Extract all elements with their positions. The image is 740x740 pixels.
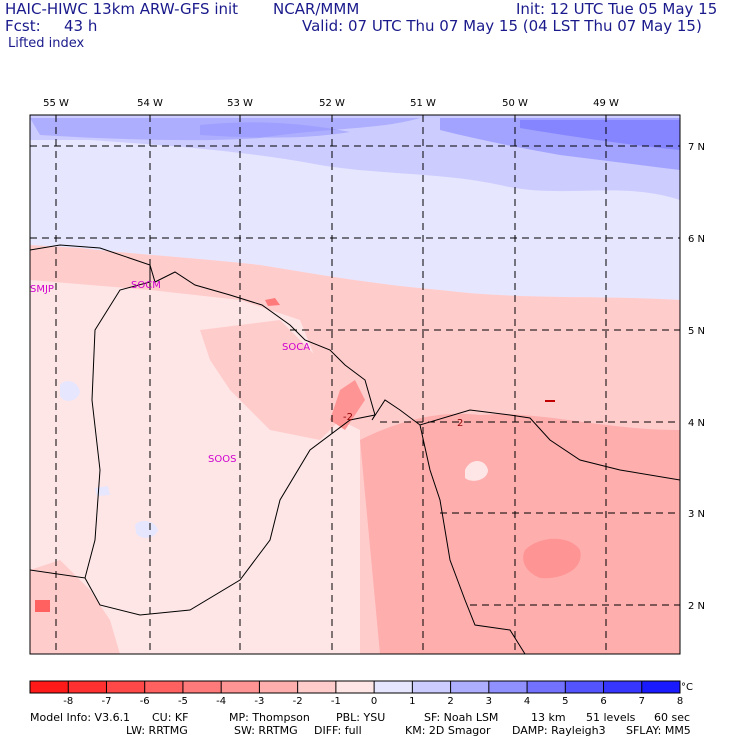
footer-dt: 60 sec	[654, 711, 691, 724]
colorbar-swatch	[565, 681, 605, 693]
colorbar-tick-label: -2	[293, 696, 303, 707]
footer-res: 13 km	[531, 711, 566, 724]
fcst-label: Fcst:	[5, 17, 41, 35]
colorbar-tick-label: -1	[331, 696, 341, 707]
footer-diff: DIFF: full	[314, 724, 362, 737]
map-frame	[29, 114, 681, 655]
colorbar-tick-label: -6	[140, 696, 150, 707]
footer-pbl: PBL: YSU	[336, 711, 386, 724]
colorbar-swatch	[488, 681, 528, 693]
colorbar-tick-label: 3	[486, 696, 492, 707]
colorbar-swatch	[259, 681, 299, 693]
colorbar-tick-label: -7	[101, 696, 111, 707]
lat-label: 6 N	[688, 234, 705, 245]
lon-label: 52 W	[319, 98, 345, 109]
colorbar-tick-label: -5	[178, 696, 188, 707]
contour-label: -2	[343, 412, 353, 423]
colorbar-tick-label: 2	[447, 696, 453, 707]
footer-lw: LW: RRTMG	[126, 724, 188, 737]
footer-cu: CU: KF	[152, 711, 189, 724]
init-time: Init: 12 UTC Tue 05 May 15	[516, 0, 718, 18]
station-label: SMJP	[30, 284, 54, 295]
coastline	[30, 244, 680, 654]
footer-sflay: SFLAY: MM5	[626, 724, 691, 737]
colorbar: -8 -7 -6 -5 -4 -3 -2 -1 0 1 2 3 4 5 6 7 8 °C	[29, 680, 693, 707]
valid-time: Valid: 07 UTC Thu 07 May 15 (04 LST Thu …	[302, 17, 702, 35]
lat-label: 3 N	[688, 509, 705, 520]
lon-label: 51 W	[410, 98, 436, 109]
colorbar-tick-label: 6	[600, 696, 606, 707]
colorbar-swatch	[374, 681, 413, 693]
field-name: Lifted index	[8, 36, 85, 51]
colorbar-swatch	[30, 681, 69, 693]
footer-levels: 51 levels	[586, 711, 636, 724]
footer-sw: SW: RRTMG	[234, 724, 298, 737]
colorbar-swatch	[221, 681, 260, 693]
colorbar-swatch	[335, 681, 375, 693]
colorbar-tick-label: 5	[562, 696, 568, 707]
colorbar-swatch	[182, 681, 222, 693]
colorbar-swatch	[297, 681, 337, 693]
lon-label: 50 W	[502, 98, 528, 109]
colorbar-swatch	[450, 681, 490, 693]
lat-label: 7 N	[688, 142, 705, 153]
lon-label: 53 W	[227, 98, 253, 109]
colorbar-tick-label: -4	[216, 696, 226, 707]
footer-mp: MP: Thompson	[229, 711, 310, 724]
footer-km: KM: 2D Smagor	[405, 724, 491, 737]
colorbar-tick-label: 0	[371, 696, 377, 707]
colorbar-swatch	[106, 681, 146, 693]
model-title: HAIC-HIWC 13km ARW-GFS init	[5, 0, 239, 18]
fcst-value: 43 h	[64, 17, 98, 35]
contour-label: 2	[457, 418, 463, 429]
colorbar-tick-label: 8	[677, 696, 683, 707]
lon-label: 49 W	[593, 98, 619, 109]
station-label: SOOS	[208, 454, 236, 465]
colorbar-swatch	[527, 681, 566, 693]
colorbar-tick-label: 7	[639, 696, 645, 707]
colorbar-tick-label: 4	[524, 696, 530, 707]
lat-label: 5 N	[688, 326, 705, 337]
graticule	[30, 115, 680, 654]
colorbar-swatch	[603, 681, 643, 693]
colorbar-tick-label: 1	[409, 696, 415, 707]
colorbar-swatch	[144, 681, 184, 693]
footer-model-info: Model Info: V3.6.1	[30, 711, 131, 724]
lat-label: 4 N	[688, 418, 705, 429]
station-label: SOCA	[282, 342, 310, 353]
colorbar-swatch	[68, 681, 107, 693]
colorbar-unit: °C	[681, 682, 693, 693]
footer-damp: DAMP: Rayleigh3	[512, 724, 606, 737]
lat-label: 2 N	[688, 601, 705, 612]
colorbar-tick-label: -3	[254, 696, 264, 707]
colorbar-swatch	[412, 681, 452, 693]
lifted-index-field	[30, 115, 680, 654]
footer-sf: SF: Noah LSM	[424, 711, 499, 724]
colorbar-swatch	[641, 681, 681, 693]
lon-label: 54 W	[137, 98, 163, 109]
station-label: SOCM	[131, 280, 161, 291]
lon-label: 55 W	[43, 98, 69, 109]
org-label: NCAR/MMM	[273, 0, 360, 18]
colorbar-tick-label: -8	[63, 696, 73, 707]
